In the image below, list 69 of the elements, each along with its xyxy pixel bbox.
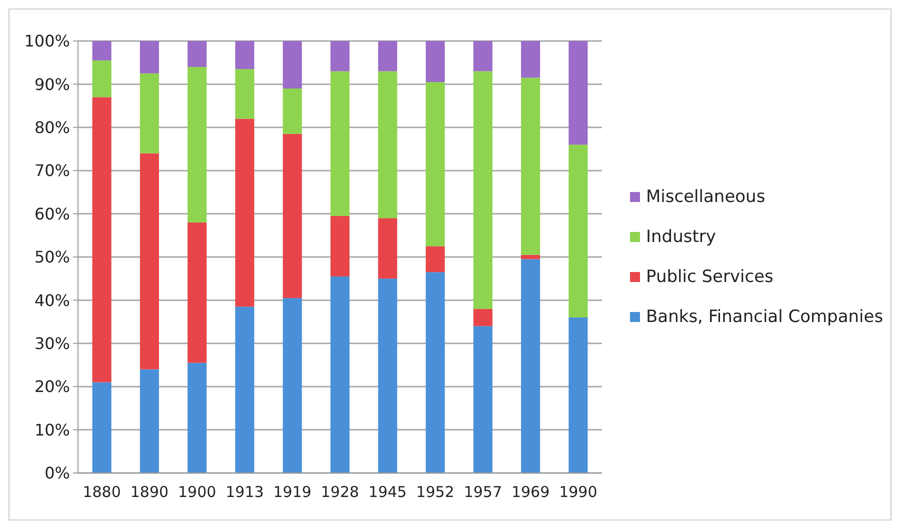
x-tick-label: 1952	[416, 483, 454, 501]
bar	[92, 60, 112, 98]
bar	[235, 41, 254, 70]
y-tick-label: 90%	[34, 74, 70, 94]
bar	[426, 246, 445, 272]
bar	[92, 97, 112, 382]
x-tick-label: 1990	[559, 483, 598, 501]
legend-label: Industry	[646, 227, 716, 247]
bar	[568, 41, 588, 145]
y-tick-label: 40%	[34, 290, 70, 310]
bar	[235, 306, 254, 473]
bar	[188, 41, 207, 67]
bar	[282, 134, 302, 298]
bar	[378, 41, 398, 72]
bar	[473, 308, 492, 326]
bar	[282, 298, 302, 473]
x-tick-label: 1969	[511, 483, 550, 501]
bar	[140, 41, 159, 74]
bar	[330, 216, 350, 276]
x-tick-label: 1913	[226, 483, 264, 501]
bar	[378, 218, 398, 279]
bar	[330, 41, 350, 72]
bar	[92, 41, 112, 60]
bar	[330, 71, 350, 216]
bar	[188, 222, 207, 363]
y-tick-label: 10%	[34, 420, 70, 440]
bar	[140, 369, 159, 473]
bar	[473, 326, 492, 473]
legend-label: Banks, Financial Companies	[646, 307, 884, 327]
bar	[521, 41, 540, 78]
bar	[473, 71, 492, 309]
legend-label: Miscellaneous	[646, 187, 766, 207]
y-tick-label: 70%	[34, 161, 70, 180]
bar	[521, 254, 540, 260]
x-tick-label: 1945	[368, 483, 407, 501]
x-tick-label: 1928	[320, 483, 360, 501]
bar	[235, 118, 254, 307]
x-tick-label: 1900	[178, 483, 216, 501]
bar	[188, 362, 207, 473]
bar	[568, 317, 588, 473]
y-tick-label: 20%	[34, 377, 70, 396]
bar	[188, 66, 207, 222]
bar	[140, 153, 159, 370]
y-tick-label: 30%	[34, 334, 70, 353]
bar	[568, 144, 588, 318]
bar	[282, 41, 302, 89]
bar	[235, 69, 254, 119]
y-tick-label: 80%	[34, 118, 70, 137]
x-tick-label: 1880	[82, 483, 121, 501]
bar	[282, 88, 302, 134]
bar	[92, 382, 112, 473]
legend-label: Public Services	[646, 267, 774, 287]
x-tick-label: 1890	[130, 483, 169, 501]
bar	[378, 278, 398, 473]
x-tick-label: 1957	[464, 483, 502, 501]
y-tick-label: 60%	[34, 204, 70, 224]
bar	[330, 276, 350, 473]
bar	[521, 259, 540, 473]
x-tick-label: 1919	[273, 483, 312, 501]
bar	[521, 78, 540, 255]
y-tick-label: 0%	[44, 464, 70, 483]
bar	[378, 71, 398, 218]
bar	[426, 82, 445, 246]
bar	[140, 73, 159, 154]
y-tick-label: 50%	[34, 248, 70, 267]
y-tick-label: 100%	[24, 32, 70, 51]
bar	[426, 41, 445, 82]
bar	[426, 272, 445, 473]
bar	[473, 41, 492, 72]
